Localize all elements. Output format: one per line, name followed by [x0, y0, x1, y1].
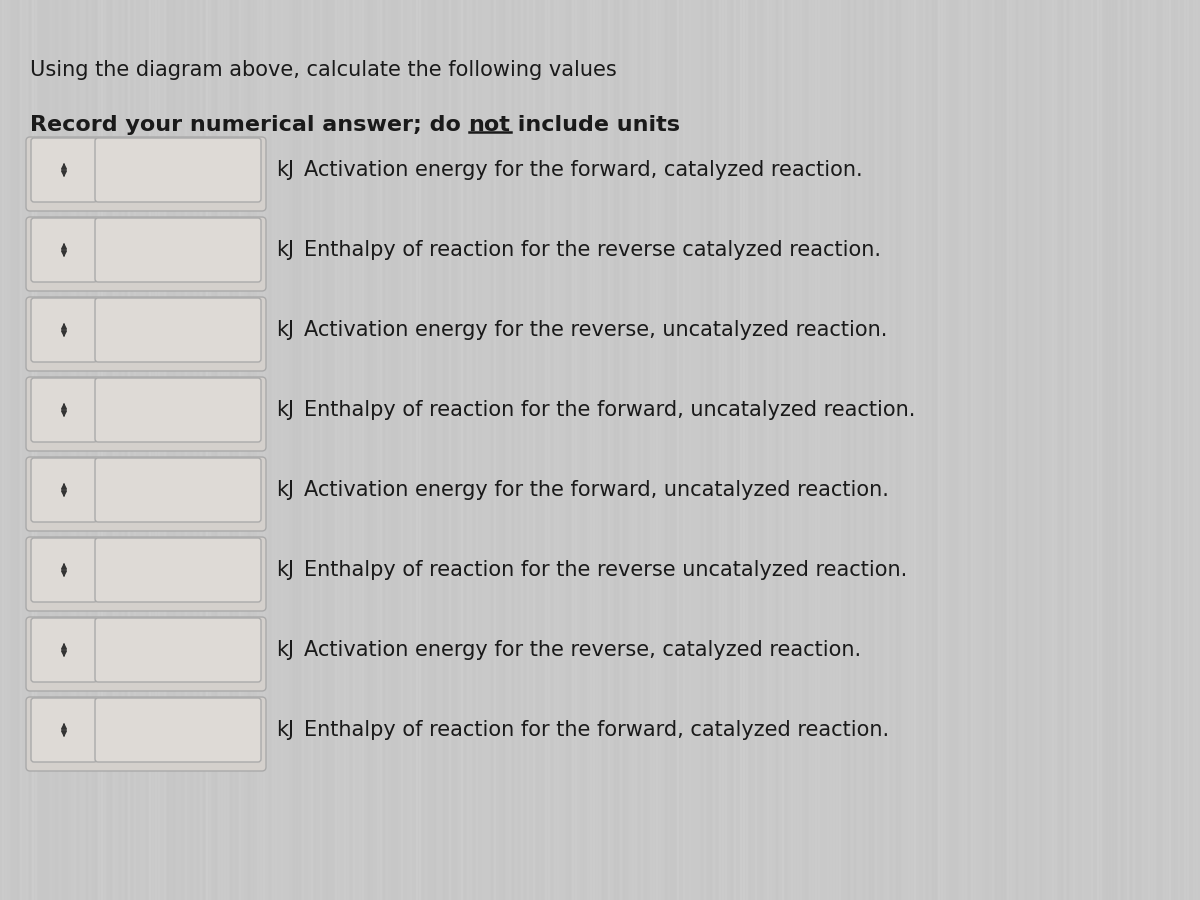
FancyBboxPatch shape — [26, 137, 266, 211]
FancyBboxPatch shape — [95, 378, 262, 442]
Text: Enthalpy of reaction for the reverse catalyzed reaction.: Enthalpy of reaction for the reverse cat… — [304, 240, 881, 260]
FancyBboxPatch shape — [95, 458, 262, 522]
Text: kJ: kJ — [276, 320, 294, 340]
FancyBboxPatch shape — [95, 218, 262, 282]
Text: Activation energy for the reverse, uncatalyzed reaction.: Activation energy for the reverse, uncat… — [304, 320, 887, 340]
FancyBboxPatch shape — [26, 457, 266, 531]
Text: include units: include units — [510, 115, 680, 135]
FancyBboxPatch shape — [31, 538, 97, 602]
FancyBboxPatch shape — [26, 617, 266, 691]
FancyBboxPatch shape — [95, 618, 262, 682]
Text: kJ: kJ — [276, 560, 294, 580]
FancyBboxPatch shape — [31, 218, 97, 282]
FancyBboxPatch shape — [95, 698, 262, 762]
FancyBboxPatch shape — [31, 618, 97, 682]
FancyBboxPatch shape — [26, 537, 266, 611]
FancyBboxPatch shape — [31, 138, 97, 202]
FancyBboxPatch shape — [31, 698, 97, 762]
Text: Using the diagram above, calculate the following values: Using the diagram above, calculate the f… — [30, 60, 617, 80]
Text: Enthalpy of reaction for the reverse uncatalyzed reaction.: Enthalpy of reaction for the reverse unc… — [304, 560, 907, 580]
Text: Activation energy for the reverse, catalyzed reaction.: Activation energy for the reverse, catal… — [304, 640, 862, 660]
FancyBboxPatch shape — [31, 378, 97, 442]
FancyBboxPatch shape — [31, 458, 97, 522]
FancyBboxPatch shape — [31, 298, 97, 362]
Text: Enthalpy of reaction for the forward, catalyzed reaction.: Enthalpy of reaction for the forward, ca… — [304, 720, 889, 740]
Text: kJ: kJ — [276, 240, 294, 260]
FancyBboxPatch shape — [26, 377, 266, 451]
Text: Enthalpy of reaction for the forward, uncatalyzed reaction.: Enthalpy of reaction for the forward, un… — [304, 400, 916, 420]
FancyBboxPatch shape — [26, 697, 266, 771]
FancyBboxPatch shape — [26, 217, 266, 291]
Text: Record your numerical answer; do: Record your numerical answer; do — [30, 115, 469, 135]
FancyBboxPatch shape — [95, 538, 262, 602]
Text: Activation energy for the forward, uncatalyzed reaction.: Activation energy for the forward, uncat… — [304, 480, 889, 500]
Text: kJ: kJ — [276, 160, 294, 180]
FancyBboxPatch shape — [95, 138, 262, 202]
Text: Activation energy for the forward, catalyzed reaction.: Activation energy for the forward, catal… — [304, 160, 863, 180]
Text: kJ: kJ — [276, 640, 294, 660]
Text: kJ: kJ — [276, 480, 294, 500]
Text: kJ: kJ — [276, 720, 294, 740]
FancyBboxPatch shape — [26, 297, 266, 371]
Text: kJ: kJ — [276, 400, 294, 420]
FancyBboxPatch shape — [95, 298, 262, 362]
Text: not: not — [469, 115, 510, 135]
